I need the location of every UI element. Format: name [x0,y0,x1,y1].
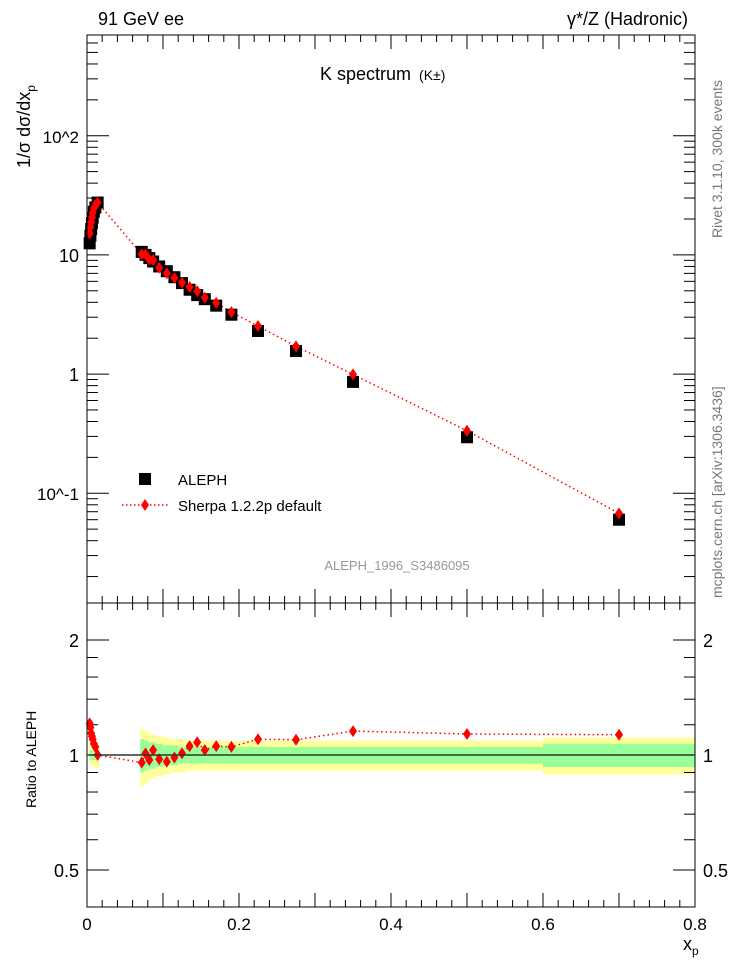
legend-sherpa-label: Sherpa 1.2.2p default [178,498,322,515]
chart-title: K spectrum (K±) [320,64,445,84]
y-tick-label: 10^-1 [37,485,79,504]
sherpa-point [349,368,357,381]
sherpa-point [178,276,186,289]
stat-uncertainty-band [140,739,144,773]
aleph-point [347,375,359,388]
xlabel-main: x [683,934,692,954]
ylabel-main: 1/σ dσ/dx [14,92,34,168]
analysis-label: ALEPH_1996_S3486095 [324,558,469,573]
sherpa-point [93,196,102,209]
sherpa-ratio-point [254,733,262,746]
y-tick-label: 10^2 [43,128,79,147]
sherpa-point [254,320,262,333]
y-axis-label: 1/σ dσ/dxp [14,85,38,168]
mcplots-label: mcplots.cern.ch [arXiv:1306.3436] [709,386,725,598]
sherpa-point [155,261,164,274]
sherpa-ratio-point [178,747,186,760]
ratio-uncertainty-bands [89,728,695,786]
y-tick-label: 10 [59,246,79,266]
main-frame [86,34,696,604]
sherpa-ratio-point [212,740,221,753]
title-sub: (K±) [419,67,445,83]
y-tick-labels: 10^-1 1 10 10^2 [37,128,79,504]
ratio-y-label: Ratio to ALEPH [23,711,39,808]
aleph-point [613,513,625,526]
chart-marks [83,196,625,769]
sherpa-ratio-point [145,754,154,767]
sherpa-ratio-point [137,756,146,769]
sherpa-point [200,291,209,304]
x-tick-label: 0.6 [531,915,555,934]
sherpa-ratio-point [141,747,150,760]
aleph-point [461,431,473,444]
sherpa-point [149,253,158,266]
y-tick-label: 1 [69,365,79,385]
x-axis-label: xp [683,934,699,958]
sherpa-ratio-point [193,736,202,749]
sherpa-point [185,280,194,293]
sherpa-ratio-point [227,740,236,753]
sherpa-point [227,306,236,319]
sherpa-ratio-point [292,733,300,746]
sherpa-point [193,285,202,298]
legend-aleph-label: ALEPH [178,472,227,489]
ylabel-sub: p [24,85,38,92]
axis-ticks: 0 0.2 0.4 0.6 0.8 0.5 0.5 1 1 2 2 [54,34,728,934]
sherpa-ratio-point [349,725,357,738]
rivet-label: Rivet 3.1.10, 300k events [709,80,725,238]
legend-aleph-marker [139,473,151,485]
ratio-y-tick-label: 0.5 [54,861,79,881]
sherpa-ratio-point [200,744,209,757]
sherpa-ratio-point [185,740,194,753]
sherpa-ratio-point [155,753,164,766]
ratio-y-tick-label-right: 0.5 [703,861,728,881]
sherpa-point [615,507,623,520]
sherpa-ratio-point [162,755,171,768]
x-tick-label: 0.4 [379,915,403,934]
sherpa-point [212,296,221,309]
sherpa-line [88,201,620,515]
sherpa-point [162,267,171,280]
ratio-y-tick-label-right: 1 [703,746,713,766]
legend-sherpa-marker [141,499,149,511]
x-tick-label: 0.2 [227,915,251,934]
header-right: γ*/Z (Hadronic) [567,9,688,29]
sherpa-ratio-point [463,727,471,740]
x-tick-label: 0.8 [683,915,707,934]
title-main: K spectrum [320,64,411,84]
xlabel-sub: p [692,944,699,958]
legend: ALEPH Sherpa 1.2.2p default [122,472,322,515]
x-tick-label: 0 [82,915,91,934]
ratio-y-tick-label: 1 [69,746,79,766]
sherpa-point [463,424,471,437]
ratio-y-tick-label-right: 2 [703,631,713,651]
sherpa-ratio-point [615,728,623,741]
sherpa-ratio-point [149,744,158,757]
sherpa-point [292,340,300,353]
sherpa-point [170,271,179,284]
ratio-y-tick-label: 2 [69,631,79,651]
header-left: 91 GeV ee [98,9,184,29]
